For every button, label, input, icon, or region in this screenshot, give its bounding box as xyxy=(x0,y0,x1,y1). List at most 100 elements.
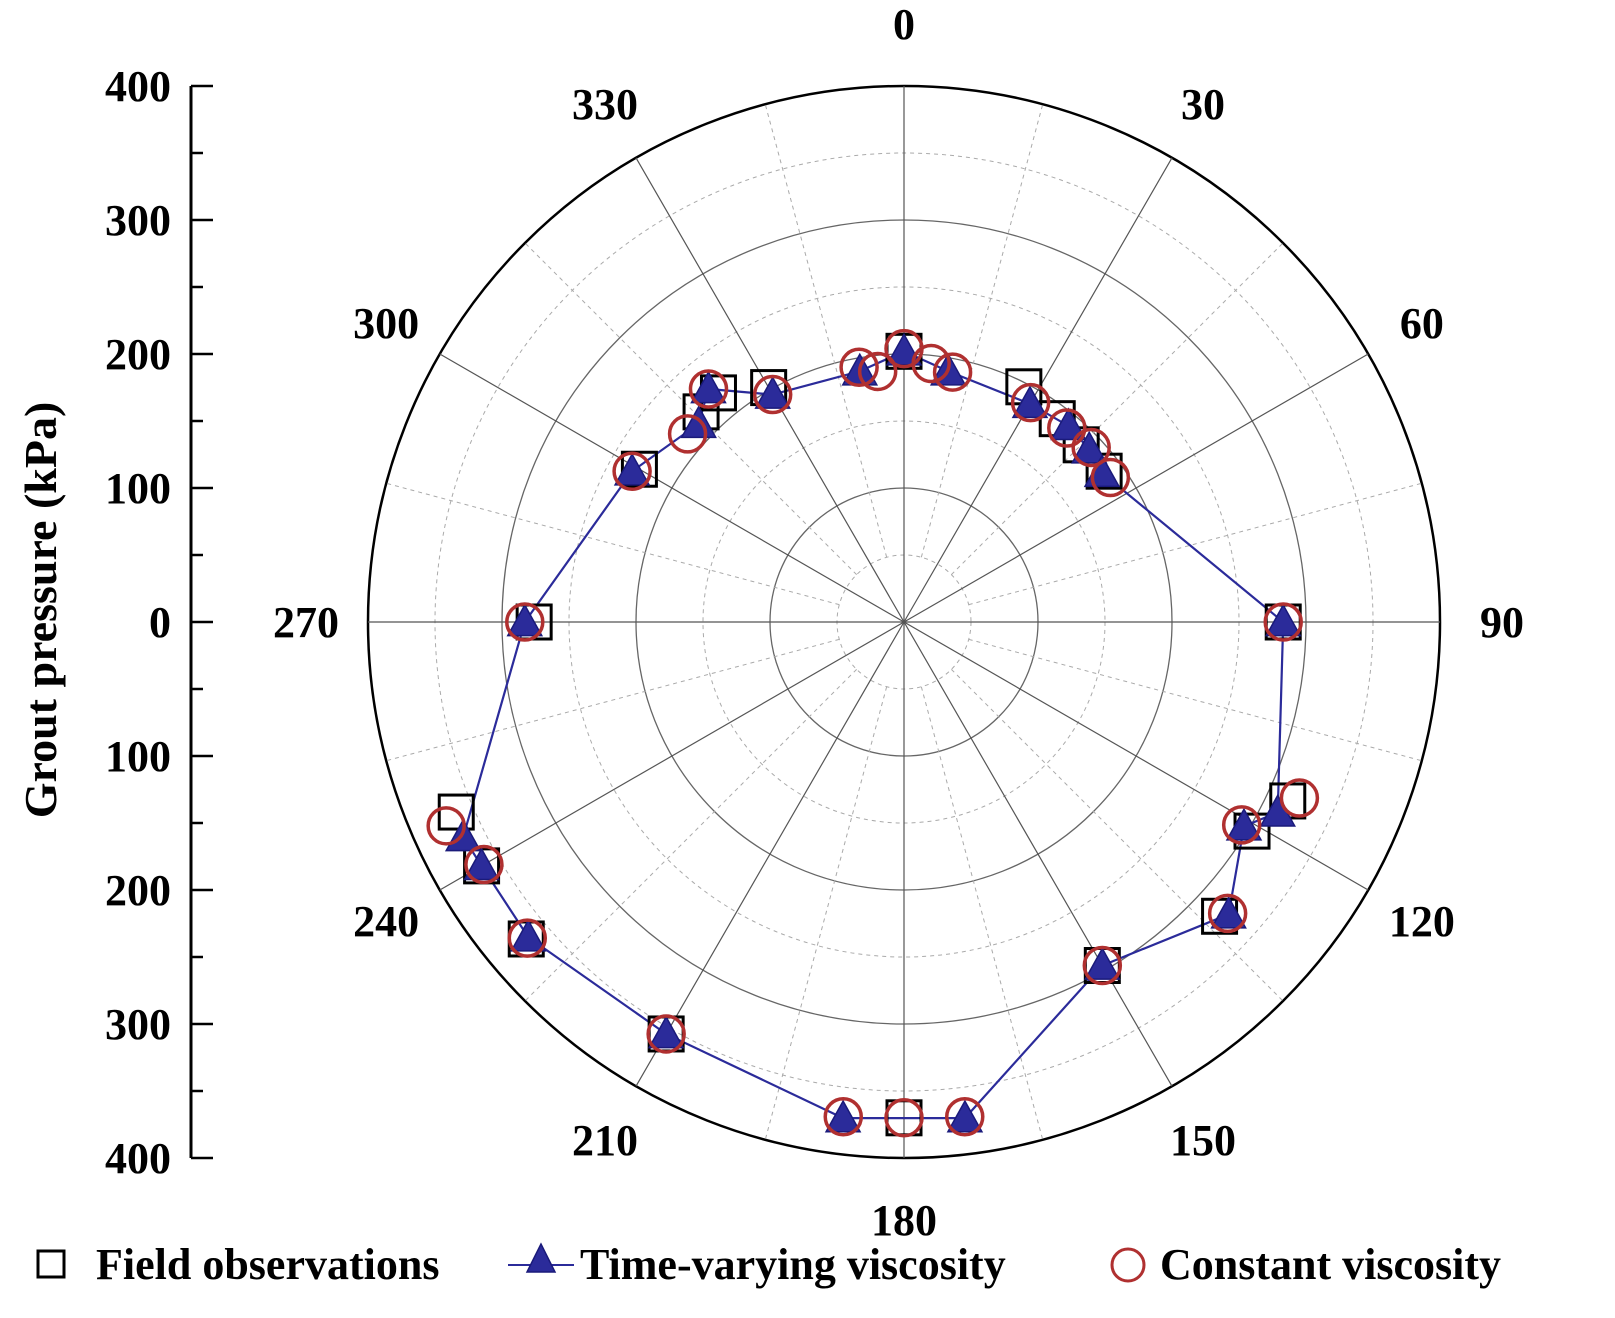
time-varying-line xyxy=(462,350,1285,1120)
field-observation-point xyxy=(437,793,475,831)
y-tick-label: 0 xyxy=(149,598,171,647)
time-varying-point xyxy=(754,376,791,409)
angular-gridline xyxy=(920,104,1044,558)
angular-gridline xyxy=(968,482,1422,606)
radial-axis: 400 300 200 100 0 100 200 300 400 xyxy=(105,62,213,1183)
constant-viscosity-point xyxy=(1082,945,1123,986)
time-varying-point xyxy=(824,1099,862,1133)
constant-viscosity-point xyxy=(911,343,951,384)
angular-gridline xyxy=(439,621,905,891)
constant-viscosity-point xyxy=(1279,778,1320,818)
time-varying-point xyxy=(1011,385,1049,419)
time-varying-point xyxy=(1259,793,1296,827)
angular-gridline xyxy=(951,669,1284,1002)
legend-time-varying-label: Time-varying viscosity xyxy=(580,1240,1006,1289)
angle-label: 30 xyxy=(1181,80,1225,129)
constant-viscosity-series xyxy=(426,328,1320,1138)
time-varying-point xyxy=(1084,946,1121,980)
angular-gridline xyxy=(903,353,1369,623)
constant-viscosity-point xyxy=(1010,382,1051,423)
constant-viscosity-point xyxy=(612,451,652,492)
angular-gridline xyxy=(968,638,1422,762)
legend-time-varying-marker xyxy=(525,1242,557,1273)
constant-viscosity-point xyxy=(823,1097,864,1137)
time-varying-point xyxy=(613,452,651,486)
polar-grid xyxy=(366,84,1442,1160)
constant-viscosity-point xyxy=(1207,893,1248,934)
constant-viscosity-point xyxy=(646,1014,686,1054)
y-tick-label: 100 xyxy=(105,464,171,513)
angle-labels: 0 30 60 90 120 150 180 210 240 270 300 330 xyxy=(273,0,1524,1245)
y-tick-label: 300 xyxy=(105,196,171,245)
legend-constant-label: Constant viscosity xyxy=(1160,1240,1501,1289)
field-observation-point xyxy=(1085,452,1123,490)
angular-gridline xyxy=(524,669,857,1002)
time-varying-point xyxy=(1264,603,1302,637)
angular-gridline xyxy=(903,621,1173,1087)
angle-label: 120 xyxy=(1389,897,1455,946)
legend-field-label: Field observations xyxy=(96,1240,439,1289)
time-varying-point xyxy=(510,918,547,952)
angle-label: 180 xyxy=(871,1196,937,1245)
time-varying-point xyxy=(1225,807,1263,841)
time-varying-point xyxy=(647,1015,685,1049)
legend-constant-marker xyxy=(1110,1247,1146,1283)
time-varying-series xyxy=(444,332,1302,1133)
constant-viscosity-point xyxy=(1071,427,1111,468)
angular-gridline xyxy=(439,353,905,623)
constant-viscosity-point xyxy=(857,351,898,392)
angular-gridline xyxy=(951,242,1284,575)
time-varying-point xyxy=(1210,895,1247,929)
angular-gridline xyxy=(386,638,840,762)
constant-viscosity-point xyxy=(507,918,548,958)
constant-viscosity-point xyxy=(1263,602,1303,642)
angular-gridline xyxy=(386,482,840,606)
y-tick-label: 100 xyxy=(105,732,171,781)
constant-viscosity-point xyxy=(688,369,729,409)
time-varying-connecting-line xyxy=(462,350,1285,1120)
constant-viscosity-point xyxy=(884,1098,924,1138)
angle-label: 150 xyxy=(1170,1116,1236,1165)
angular-gridline xyxy=(920,686,1044,1140)
constant-viscosity-point xyxy=(667,414,708,454)
angular-gridline xyxy=(764,686,888,1140)
y-tick-label: 400 xyxy=(105,1134,171,1183)
angle-label: 300 xyxy=(353,299,419,348)
time-varying-point xyxy=(690,370,727,404)
angle-label: 90 xyxy=(1480,598,1524,647)
angle-label: 330 xyxy=(572,80,638,129)
constant-viscosity-point xyxy=(464,844,504,885)
constant-viscosity-point xyxy=(932,352,973,392)
legend: Field observations Time-varying viscosit… xyxy=(36,1240,1501,1289)
constant-viscosity-point xyxy=(426,806,466,846)
angular-gridline xyxy=(524,242,857,575)
angular-gridline xyxy=(903,621,1369,891)
y-axis-label: Grout pressure (kPa) xyxy=(15,402,66,819)
angular-gridline xyxy=(903,157,1173,623)
constant-viscosity-point xyxy=(944,1097,985,1137)
time-varying-point xyxy=(946,1099,984,1133)
angle-label: 210 xyxy=(572,1116,638,1165)
time-varying-point xyxy=(1070,430,1108,464)
y-tick-label: 300 xyxy=(105,1000,171,1049)
constant-viscosity-point xyxy=(505,602,545,642)
constant-viscosity-point xyxy=(1221,805,1262,845)
angle-label: 240 xyxy=(353,897,419,946)
y-tick-label: 200 xyxy=(105,866,171,915)
time-varying-point xyxy=(1050,407,1087,441)
time-varying-point xyxy=(463,847,500,881)
time-varying-point xyxy=(506,603,544,637)
time-varying-point xyxy=(680,405,717,439)
constant-viscosity-point xyxy=(1047,408,1087,448)
constant-viscosity-point xyxy=(1090,457,1131,498)
angular-gridline xyxy=(764,104,888,558)
angle-label: 0 xyxy=(893,0,915,49)
angular-gridline xyxy=(635,621,905,1087)
y-tick-label: 400 xyxy=(105,62,171,111)
angle-label: 270 xyxy=(273,598,339,647)
y-tick-label: 200 xyxy=(105,330,171,379)
constant-viscosity-point xyxy=(839,347,879,388)
angle-label: 60 xyxy=(1400,299,1444,348)
field-observations-series xyxy=(437,332,1307,1137)
